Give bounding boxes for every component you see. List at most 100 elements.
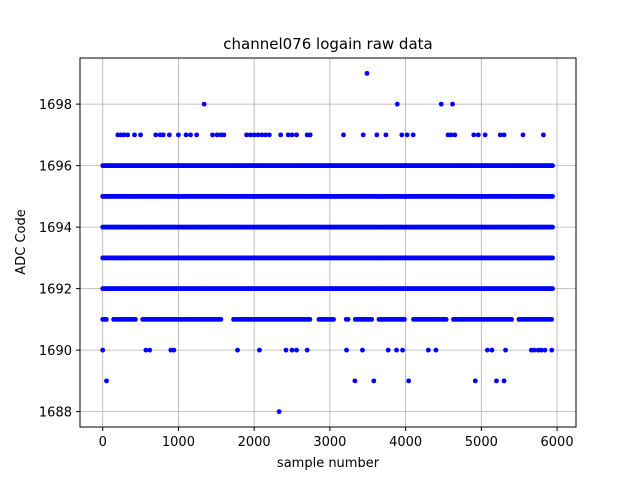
data-point (494, 378, 499, 384)
data-point (257, 347, 262, 353)
data-point (259, 132, 265, 138)
data-point (369, 316, 375, 322)
x-tick-label: 5000 (465, 435, 498, 450)
data-point (132, 132, 137, 138)
data-point (509, 316, 515, 322)
data-point (263, 132, 268, 138)
data-point (138, 132, 143, 138)
data-point (394, 347, 399, 353)
data-point (183, 132, 189, 138)
data-point (307, 132, 313, 138)
x-tick-label: 2000 (238, 435, 271, 450)
data-point (331, 316, 336, 322)
data-point (344, 347, 349, 353)
y-tick-label: 1690 (39, 344, 72, 359)
y-tick-label: 1688 (39, 406, 72, 421)
data-point (176, 132, 181, 138)
data-point (160, 132, 166, 138)
data-point (100, 347, 106, 353)
data-point (448, 132, 454, 138)
data-point (385, 347, 391, 353)
data-point (501, 378, 507, 384)
data-point (133, 316, 138, 322)
data-point (472, 378, 478, 384)
data-point (104, 378, 109, 384)
data-point (171, 347, 177, 353)
data-point (294, 347, 299, 353)
data-point (285, 132, 291, 138)
plot-frame (79, 57, 577, 428)
data-point (550, 286, 555, 292)
data-point (341, 132, 346, 138)
data-point (235, 347, 240, 353)
data-point (438, 101, 444, 107)
data-point (541, 132, 546, 138)
data-point (307, 316, 313, 322)
data-point (210, 132, 215, 138)
data-point (255, 132, 261, 138)
data-point (549, 316, 555, 322)
data-point (371, 378, 377, 384)
data-point (188, 132, 193, 138)
data-point (425, 347, 431, 353)
data-point (400, 347, 405, 353)
data-point (360, 347, 365, 353)
data-point (550, 224, 555, 230)
data-point (201, 101, 207, 107)
data-point (251, 132, 257, 138)
data-point (550, 255, 555, 261)
data-point (402, 316, 407, 322)
data-point (283, 347, 289, 353)
x-tick-label: 6000 (541, 435, 574, 450)
y-tick-label: 1698 (39, 98, 72, 113)
data-point (406, 378, 412, 384)
data-point (153, 132, 159, 138)
data-point (383, 132, 389, 138)
data-point (289, 132, 295, 138)
y-tick-label: 1696 (39, 160, 72, 175)
data-point (121, 132, 127, 138)
x-axis-label: sample number (277, 456, 380, 471)
data-point (125, 132, 131, 138)
data-point (394, 101, 400, 107)
data-point (489, 347, 495, 353)
data-point (143, 347, 149, 353)
data-points (100, 70, 555, 415)
y-axis-ticks: 1688 1690 1692 1694 1696 1698 (39, 98, 80, 421)
data-point (218, 316, 224, 322)
y-axis-label: ADC Code (14, 209, 29, 274)
data-point (497, 132, 503, 138)
data-point (542, 347, 548, 353)
data-point (475, 132, 481, 138)
y-tick-label: 1694 (39, 221, 72, 236)
data-point (244, 132, 249, 138)
data-point (410, 132, 416, 138)
data-point (214, 132, 220, 138)
data-point (503, 347, 508, 353)
data-point (443, 316, 449, 322)
data-point (549, 347, 555, 353)
x-tick-label: 3000 (313, 435, 346, 450)
data-point (147, 347, 153, 353)
data-point (345, 316, 351, 322)
x-tick-label: 1000 (162, 435, 195, 450)
data-point (360, 132, 366, 138)
data-point (289, 347, 295, 353)
data-point (485, 347, 490, 353)
data-point (452, 132, 458, 138)
data-point (276, 409, 282, 415)
y-tick-label: 1692 (39, 283, 72, 298)
data-point (221, 132, 227, 138)
data-point (194, 132, 200, 138)
data-point (520, 132, 526, 138)
data-point (550, 193, 555, 199)
data-point (433, 347, 439, 353)
data-point (450, 101, 455, 107)
x-tick-label: 4000 (389, 435, 422, 450)
data-point (294, 132, 299, 138)
data-point (404, 132, 410, 138)
data-point (471, 132, 477, 138)
data-point (501, 132, 507, 138)
